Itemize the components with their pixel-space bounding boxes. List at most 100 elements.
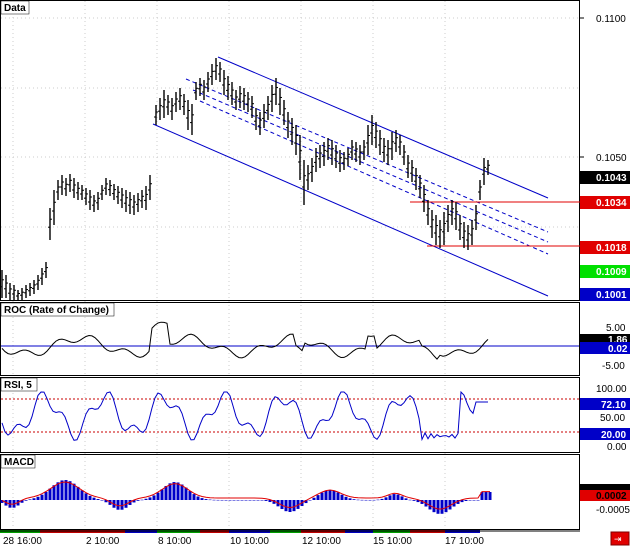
price-bar[interactable]: [120, 188, 124, 208]
price-bar[interactable]: [36, 275, 40, 290]
macd-bar[interactable]: [32, 498, 36, 500]
macd-bar[interactable]: [440, 500, 444, 514]
macd-bar[interactable]: [56, 482, 60, 500]
price-bar[interactable]: [166, 95, 170, 115]
macd-bar[interactable]: [176, 482, 180, 500]
macd-bar[interactable]: [28, 499, 32, 500]
macd-bar[interactable]: [216, 499, 220, 501]
macd-bar[interactable]: [428, 500, 432, 510]
macd-bar[interactable]: [332, 490, 336, 500]
macd-bar[interactable]: [308, 500, 312, 501]
macd-bar[interactable]: [488, 492, 492, 500]
macd-signal-line[interactable]: [1, 481, 490, 510]
price-bar[interactable]: [426, 200, 430, 225]
price-bar[interactable]: [430, 210, 434, 238]
macd-bar[interactable]: [148, 497, 152, 500]
macd-bar[interactable]: [192, 494, 196, 500]
macd-bar[interactable]: [160, 489, 164, 500]
roc-pane[interactable]: [0, 302, 580, 376]
macd-bar[interactable]: [456, 500, 460, 504]
macd-bar[interactable]: [48, 488, 52, 500]
price-bar[interactable]: [28, 283, 32, 296]
price-bar[interactable]: [128, 192, 132, 214]
price-bar[interactable]: [450, 200, 454, 225]
macd-bar[interactable]: [304, 500, 308, 504]
price-bars[interactable]: [0, 58, 490, 300]
macd-bar[interactable]: [0, 500, 4, 503]
macd-bar[interactable]: [324, 490, 328, 500]
macd-pane[interactable]: [0, 454, 580, 530]
price-bar[interactable]: [458, 215, 462, 240]
macd-bar[interactable]: [272, 500, 276, 504]
price-bar[interactable]: [140, 190, 144, 208]
macd-bar[interactable]: [240, 500, 244, 501]
macd-bar[interactable]: [20, 500, 24, 503]
rsi-line[interactable]: [1, 390, 488, 442]
macd-bar[interactable]: [476, 500, 480, 501]
macd-bar[interactable]: [248, 500, 252, 501]
scroll-to-end-button[interactable]: [610, 531, 630, 546]
price-bar[interactable]: [418, 175, 422, 198]
price-bar[interactable]: [206, 72, 210, 92]
macd-bar[interactable]: [368, 499, 372, 501]
price-bar[interactable]: [214, 58, 218, 80]
price-bar[interactable]: [390, 132, 394, 160]
price-bar[interactable]: [330, 140, 334, 165]
price-pane[interactable]: [0, 0, 580, 301]
macd-bar[interactable]: [396, 494, 400, 500]
price-bar[interactable]: [474, 205, 478, 230]
macd-bar[interactable]: [136, 500, 140, 501]
macd-bar[interactable]: [212, 499, 216, 501]
macd-bar[interactable]: [376, 499, 380, 501]
macd-bar[interactable]: [256, 500, 260, 501]
price-bar[interactable]: [226, 76, 230, 100]
macd-bar[interactable]: [264, 500, 268, 501]
macd-bar[interactable]: [384, 497, 388, 500]
macd-bar[interactable]: [60, 480, 64, 500]
macd-bar[interactable]: [404, 498, 408, 500]
price-bar[interactable]: [48, 208, 52, 240]
macd-bar[interactable]: [296, 500, 300, 509]
price-bar[interactable]: [478, 180, 482, 200]
macd-bar[interactable]: [400, 496, 404, 500]
time-axis[interactable]: 28 16:00 2 10:00 8 10:00 10 10:00 12 10:…: [0, 530, 580, 547]
price-bar[interactable]: [112, 184, 116, 200]
price-bar[interactable]: [174, 92, 178, 112]
macd-bar[interactable]: [436, 500, 440, 514]
channel-upper-line[interactable]: [217, 56, 549, 199]
price-bar[interactable]: [100, 185, 104, 200]
price-bar[interactable]: [182, 94, 186, 115]
price-bar[interactable]: [414, 168, 418, 190]
price-bar[interactable]: [88, 190, 92, 210]
price-bar[interactable]: [334, 145, 338, 168]
price-bar[interactable]: [40, 268, 44, 285]
price-bar[interactable]: [72, 178, 76, 198]
macd-bar[interactable]: [460, 500, 464, 503]
macd-bar[interactable]: [172, 482, 176, 500]
price-bar[interactable]: [154, 105, 158, 125]
price-bar[interactable]: [342, 152, 346, 170]
macd-bar[interactable]: [196, 496, 200, 500]
macd-bar[interactable]: [340, 494, 344, 500]
rsi-axis[interactable]: 100.00 72.10 50.00 20.00 0.00: [580, 384, 630, 453]
price-bar[interactable]: [270, 85, 274, 112]
price-bar[interactable]: [350, 140, 354, 160]
channel-dashed-line-3[interactable]: [199, 100, 549, 255]
macd-bar[interactable]: [184, 487, 188, 500]
macd-bar[interactable]: [36, 496, 40, 500]
price-bar[interactable]: [438, 220, 442, 248]
macd-bar[interactable]: [100, 500, 104, 501]
macd-bar[interactable]: [88, 495, 92, 500]
price-bar[interactable]: [422, 185, 426, 212]
price-bar[interactable]: [16, 290, 20, 300]
macd-bar[interactable]: [288, 500, 292, 512]
price-bar[interactable]: [386, 140, 390, 165]
price-bar[interactable]: [326, 138, 330, 160]
macd-bar[interactable]: [468, 500, 472, 501]
price-bar[interactable]: [370, 115, 374, 145]
macd-bar[interactable]: [180, 484, 184, 500]
price-bar[interactable]: [230, 82, 234, 105]
price-bar[interactable]: [462, 222, 466, 248]
macd-bar[interactable]: [144, 498, 148, 500]
price-bar[interactable]: [202, 80, 206, 100]
